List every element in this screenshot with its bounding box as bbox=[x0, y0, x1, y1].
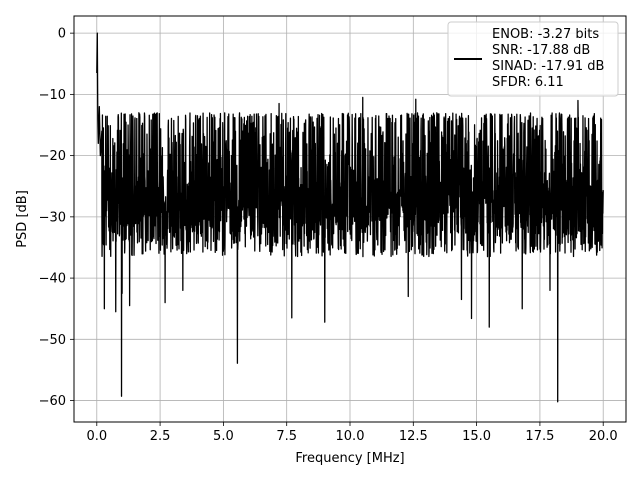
x-tick-label: 20.0 bbox=[589, 429, 618, 444]
y-tick-label: −40 bbox=[39, 272, 66, 287]
x-tick-label: 10.0 bbox=[336, 429, 365, 444]
legend-box bbox=[447, 21, 619, 97]
plot-area bbox=[96, 32, 604, 403]
y-tick-label: −60 bbox=[39, 394, 66, 409]
x-tick-label: 2.5 bbox=[150, 429, 171, 444]
legend-entry-line: ENOB: -3.27 bits bbox=[492, 27, 599, 42]
x-tick-label: 7.5 bbox=[276, 429, 297, 444]
axis-ticks: 0.0 2.5 5.0 7.5 10.0 12.5 15.0 17.5 20.0 0 −10 −20 −… bbox=[39, 27, 618, 444]
y-tick-label: −50 bbox=[39, 333, 66, 348]
x-tick-label: 17.5 bbox=[525, 429, 554, 444]
x-tick-label: 5.0 bbox=[213, 429, 234, 444]
psd-series-line bbox=[96, 32, 604, 403]
legend-entry-line: SNR: -17.88 dB bbox=[492, 43, 590, 58]
y-tick-label: −30 bbox=[39, 210, 66, 225]
legend-entry-line: SFDR: 6.11 bbox=[492, 75, 564, 90]
x-tick-label: 0.0 bbox=[86, 429, 107, 444]
y-tick-label: −10 bbox=[39, 88, 66, 103]
y-tick-label: 0 bbox=[58, 27, 66, 42]
x-tick-label: 15.0 bbox=[462, 429, 491, 444]
x-axis-label: Frequency [MHz] bbox=[295, 451, 404, 466]
x-tick-label: 12.5 bbox=[399, 429, 428, 444]
legend-entry-line: SINAD: -17.91 dB bbox=[492, 59, 604, 74]
y-axis-label: PSD [dB] bbox=[15, 190, 30, 248]
y-tick-label: −20 bbox=[39, 149, 66, 164]
